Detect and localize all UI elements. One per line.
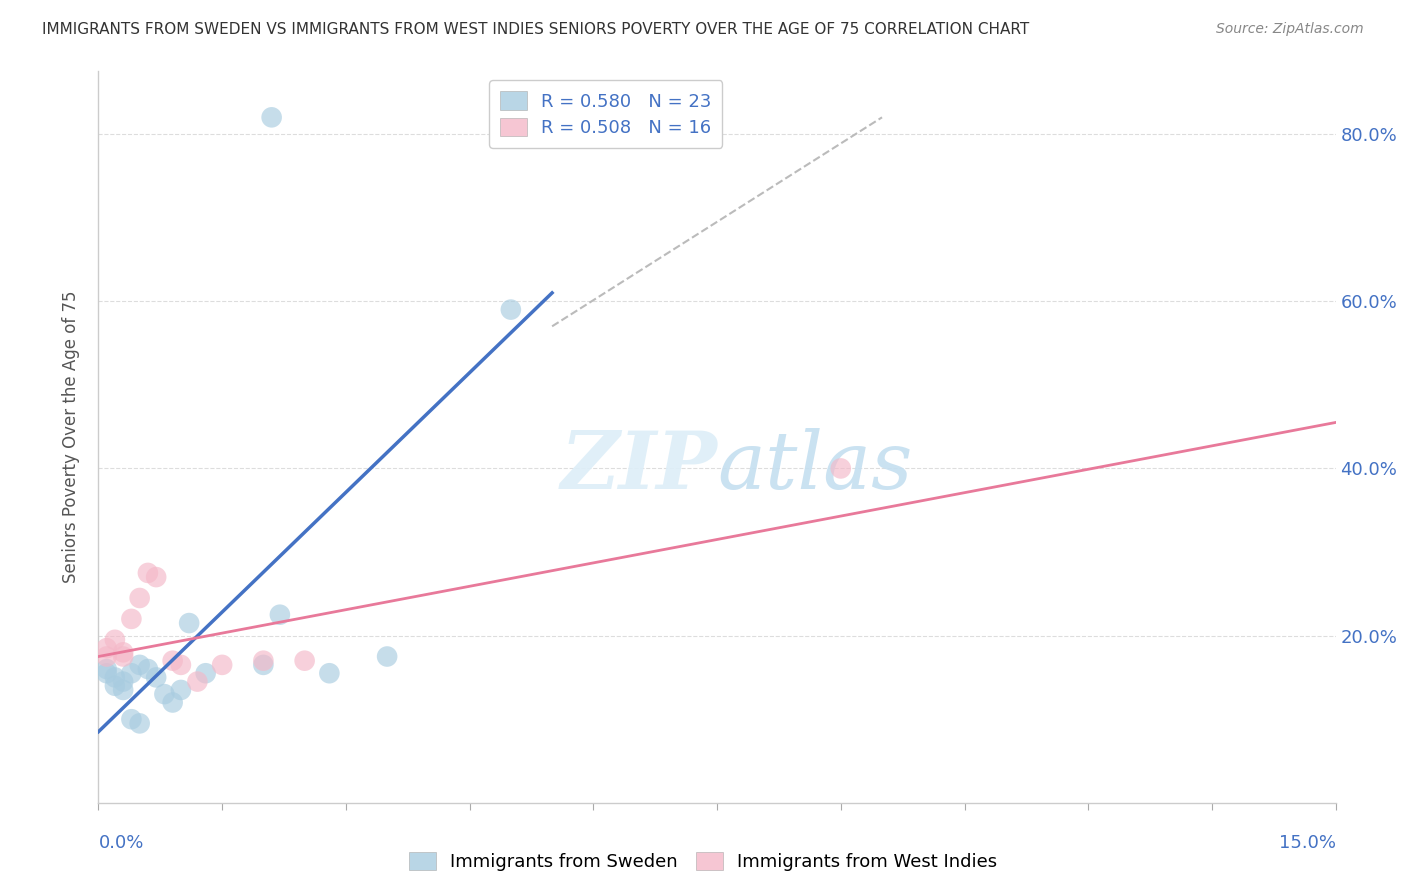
Point [96,666,118,681]
Text: 15.0%: 15.0% [1278,834,1336,852]
Text: 0.0%: 0.0% [98,834,143,852]
Point [194,666,217,681]
Point [96,641,118,656]
Point [499,302,522,317]
Point [120,666,142,681]
Point [145,670,167,684]
Point [162,696,184,710]
Point [128,716,150,731]
Point [128,591,150,605]
Point [170,682,193,697]
Point [375,649,398,664]
Point [128,657,150,672]
Point [252,654,274,668]
Point [153,687,176,701]
Point [120,612,142,626]
Point [112,645,135,659]
Point [211,657,233,672]
Point [269,607,291,622]
Point [104,632,127,647]
Point [120,712,142,726]
Point [145,570,167,584]
Point [186,674,208,689]
Point [104,670,127,684]
Point [112,649,135,664]
Y-axis label: Seniors Poverty Over the Age of 75: Seniors Poverty Over the Age of 75 [62,291,80,583]
Point [318,666,340,681]
Point [170,657,193,672]
Text: Source: ZipAtlas.com: Source: ZipAtlas.com [1216,22,1364,37]
Text: atlas: atlas [717,427,912,505]
Point [252,657,274,672]
Legend: Immigrants from Sweden, Immigrants from West Indies: Immigrants from Sweden, Immigrants from … [401,845,1005,879]
Point [179,616,201,631]
Point [112,674,135,689]
Point [136,566,159,580]
Point [162,654,184,668]
Text: IMMIGRANTS FROM SWEDEN VS IMMIGRANTS FROM WEST INDIES SENIORS POVERTY OVER THE A: IMMIGRANTS FROM SWEDEN VS IMMIGRANTS FRO… [42,22,1029,37]
Point [260,111,283,125]
Legend: R = 0.580   N = 23, R = 0.508   N = 16: R = 0.580 N = 23, R = 0.508 N = 16 [489,80,723,148]
Point [96,649,118,664]
Point [112,682,135,697]
Point [294,654,316,668]
Point [830,461,852,475]
Point [104,679,127,693]
Text: ZIP: ZIP [560,427,717,505]
Point [96,662,118,676]
Point [136,662,159,676]
